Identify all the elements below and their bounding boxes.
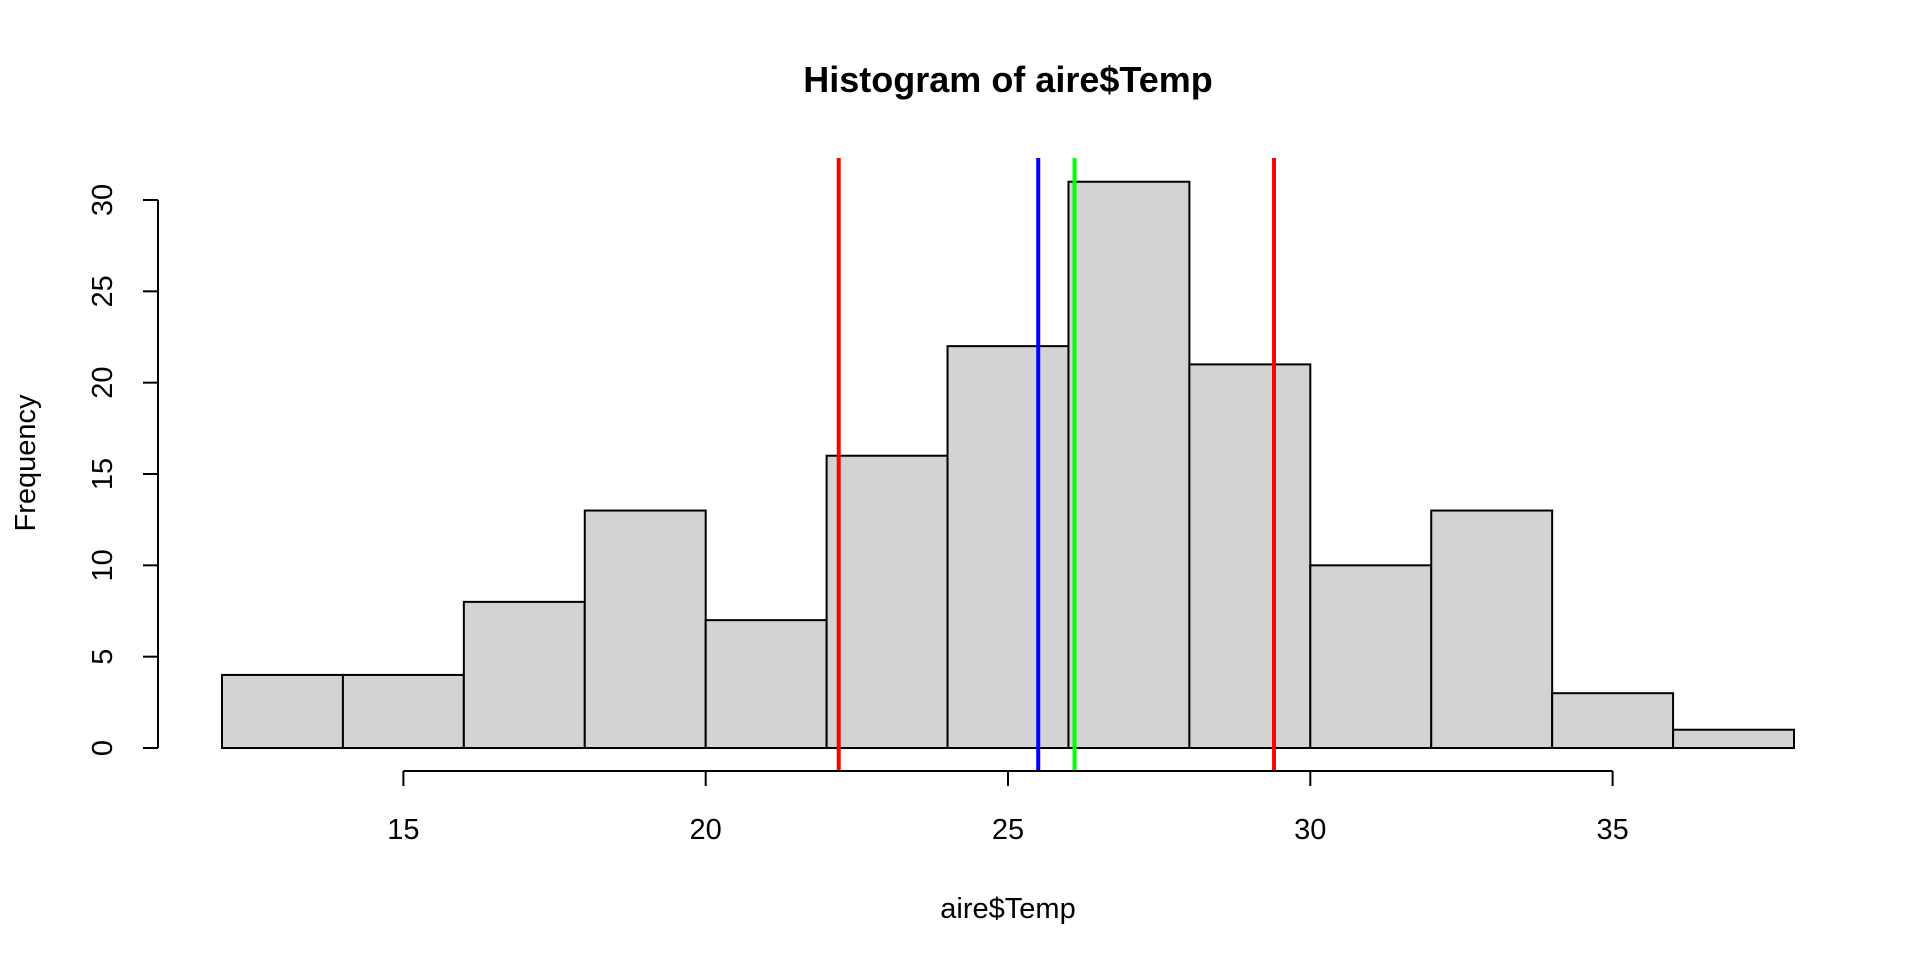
- x-tick-label: 30: [1294, 814, 1326, 846]
- y-axis-label: Frequency: [10, 394, 42, 532]
- histogram-bar: [583, 509, 707, 749]
- histogram-bar: [1188, 363, 1312, 749]
- y-tick-label: 15: [87, 458, 119, 490]
- histogram-bar: [341, 673, 465, 750]
- histogram-bar: [1672, 728, 1795, 750]
- bars-group: [221, 180, 1795, 750]
- reference-lines-group: [836, 158, 1277, 771]
- x-tick-label: 20: [690, 814, 722, 846]
- histogram-bar: [1430, 509, 1554, 749]
- y-tick-label: 0: [87, 740, 119, 756]
- histogram-bar: [221, 673, 344, 750]
- histogram-bar: [1309, 564, 1433, 749]
- chart-title: Histogram of aire$Temp: [803, 59, 1212, 100]
- y-tick-label: 25: [87, 275, 119, 307]
- histogram-bar: [462, 600, 586, 749]
- histogram-bar: [825, 454, 949, 749]
- y-tick-label: 20: [87, 367, 119, 399]
- y-tick-label: 10: [87, 549, 119, 581]
- y-tick-label: 30: [87, 184, 119, 216]
- x-axis-label: aire$Temp: [940, 893, 1075, 925]
- y-tick-label: 5: [87, 649, 119, 665]
- y-axis: 0 5 10 15 20 25 30: [87, 184, 159, 756]
- histogram-bar: [704, 619, 828, 750]
- x-tick-label: 25: [992, 814, 1024, 846]
- histogram-bar: [946, 345, 1070, 749]
- histogram-bar: [1551, 692, 1675, 750]
- x-tick-label: 35: [1596, 814, 1628, 846]
- x-axis: 15 20 25 30 35: [387, 770, 1629, 846]
- x-tick-label: 15: [387, 814, 419, 846]
- histogram-bar: [1067, 180, 1191, 749]
